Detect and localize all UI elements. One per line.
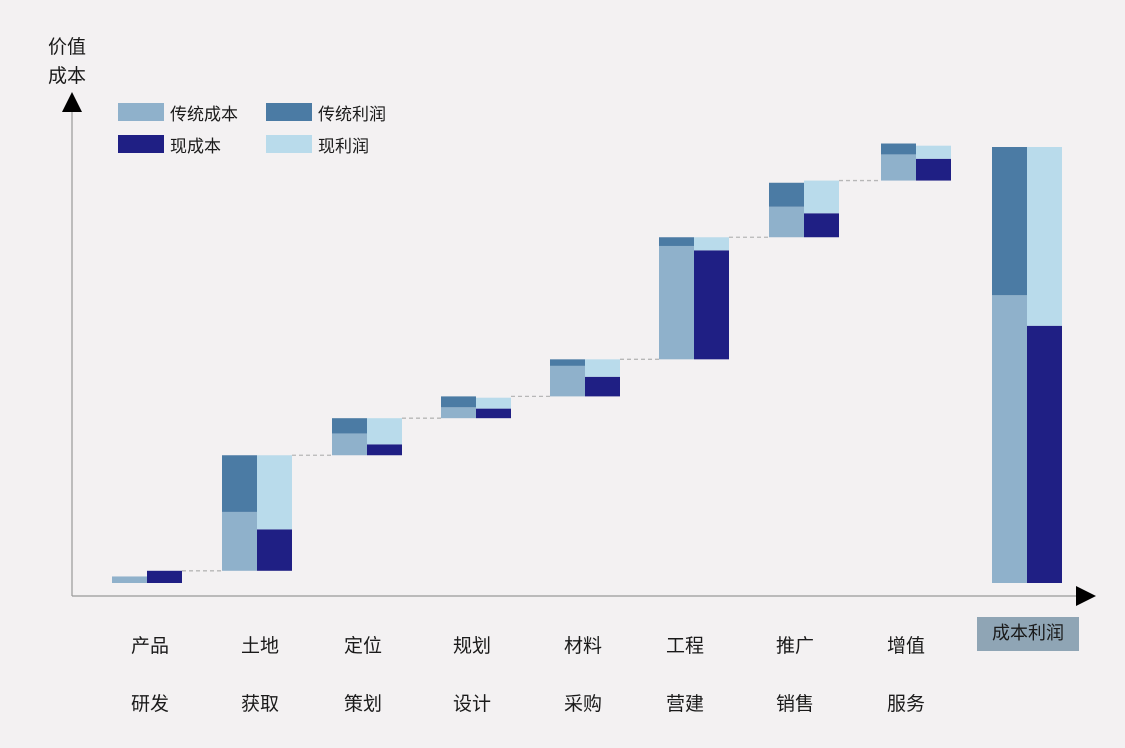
x-axis-arrow	[1076, 586, 1096, 606]
current-cost-bar	[694, 250, 729, 360]
traditional-cost-bar	[112, 576, 147, 583]
category-label-line: 采购	[563, 693, 602, 715]
category-label-line: 材料	[563, 635, 602, 657]
y-axis-label-line-2: 成本	[48, 65, 87, 87]
legend-swatch-traditional-profit	[266, 103, 312, 121]
category-label-line: 定位	[343, 635, 382, 657]
legend-swatch-current-cost	[118, 135, 164, 153]
legend-traditional-profit: 传统利润	[266, 96, 386, 128]
legend-label-current-profit: 现利润	[318, 136, 369, 157]
legend-label-current-cost: 现成本	[170, 136, 221, 157]
traditional-profit-bar	[769, 182, 804, 207]
current-profit-bar	[804, 180, 839, 214]
traditional-cost-bar	[441, 407, 476, 419]
y-axis-arrow	[62, 92, 82, 112]
current-profit-bar	[916, 145, 951, 159]
category-label-line: 策划	[343, 693, 382, 715]
total-category-label: 成本利润	[977, 617, 1079, 651]
current-cost-bar	[367, 444, 402, 456]
legend-traditional-cost: 传统成本	[118, 96, 238, 128]
category-label-value-added-service: 增值 服务	[861, 603, 951, 748]
current-cost-bar	[476, 408, 511, 419]
legend-current-profit: 现利润	[266, 128, 369, 160]
current-cost-bar	[257, 529, 292, 571]
category-label-planning-design: 规划 设计	[427, 603, 517, 748]
current-cost-bar	[804, 213, 839, 238]
legend-current-cost: 现成本	[118, 128, 221, 160]
category-label-line: 工程	[665, 635, 704, 657]
legend-swatch-current-profit	[266, 135, 312, 153]
category-label-line: 服务	[886, 693, 925, 715]
current-cost-bar	[585, 376, 620, 397]
category-label-line: 推广	[775, 635, 814, 657]
category-label-line: 增值	[886, 635, 925, 657]
traditional-cost-bar	[550, 365, 585, 397]
category-label-line: 土地	[240, 635, 279, 657]
traditional-cost-bar	[222, 511, 257, 571]
current-profit-bar	[257, 455, 292, 530]
traditional-profit-bar	[881, 143, 916, 155]
category-label-line: 营建	[665, 693, 704, 715]
traditional-profit-bar	[550, 359, 585, 366]
category-label-line: 设计	[452, 693, 491, 715]
traditional-profit-bar	[441, 396, 476, 408]
total-current-cost-bar	[1027, 325, 1062, 583]
y-axis-label: 价值 成本	[48, 33, 98, 91]
current-cost-bar	[147, 570, 182, 583]
traditional-profit-bar	[222, 455, 257, 512]
category-label-product-rd: 产品 研发	[105, 603, 195, 748]
category-label-material-procurement: 材料 采购	[538, 603, 628, 748]
current-profit-bar	[694, 237, 729, 251]
category-label-line: 研发	[130, 693, 169, 715]
total-current-profit-bar	[1027, 147, 1062, 326]
current-cost-bar	[916, 158, 951, 181]
legend-label-traditional-cost: 传统成本	[170, 104, 238, 125]
category-label-line: 规划	[452, 635, 491, 657]
traditional-profit-bar	[659, 237, 694, 246]
category-label-land-acquisition: 土地 获取	[215, 603, 305, 748]
category-label-positioning-planning: 定位 策划	[318, 603, 408, 748]
category-label-marketing-sales: 推广 销售	[750, 603, 840, 748]
category-label-line: 获取	[240, 693, 279, 715]
category-label-engineering-construction: 工程 营建	[640, 603, 730, 748]
traditional-cost-bar	[659, 245, 694, 360]
current-profit-bar	[585, 359, 620, 377]
legend-label-traditional-profit: 传统利润	[318, 104, 386, 125]
legend-swatch-traditional-cost	[118, 103, 164, 121]
traditional-cost-bar	[332, 433, 367, 456]
traditional-cost-bar	[769, 206, 804, 238]
y-axis-label-line-1: 价值	[48, 36, 87, 58]
current-profit-bar	[367, 418, 402, 445]
category-label-line: 产品	[130, 635, 169, 657]
category-label-line: 销售	[775, 693, 814, 715]
traditional-profit-bar	[332, 418, 367, 434]
legend: 传统成本 传统利润 现成本 现利润	[118, 96, 438, 160]
waterfall-chart	[62, 92, 1096, 606]
traditional-cost-bar	[881, 154, 916, 181]
total-traditional-cost-bar	[992, 295, 1027, 583]
total-traditional-profit-bar	[992, 147, 1027, 296]
current-profit-bar	[476, 397, 511, 409]
